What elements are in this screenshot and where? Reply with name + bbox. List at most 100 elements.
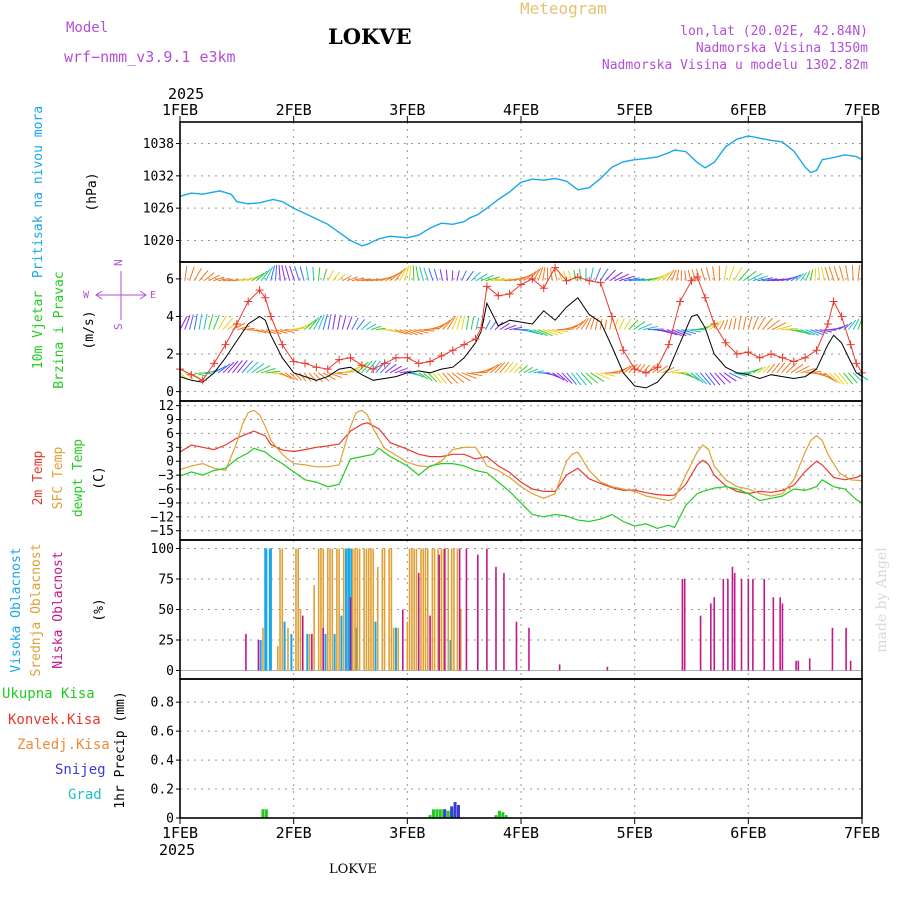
wind-y-tick-label: 4 xyxy=(166,310,174,325)
wind-direction-arrow xyxy=(289,372,299,381)
wind-direction-arrow xyxy=(838,265,845,281)
wind-direction-arrow xyxy=(685,372,700,382)
wind-gust-marker xyxy=(301,359,310,368)
x-tick-label-top: 1FEB xyxy=(162,101,198,119)
station-title: LOKVE xyxy=(328,24,412,49)
wind-direction-arrow xyxy=(647,328,664,331)
wind-gust-marker xyxy=(630,365,639,374)
wind-direction-arrow xyxy=(184,315,191,330)
dewpoint-line xyxy=(179,447,863,530)
precip-y-tick-label: 0 xyxy=(166,812,174,827)
wind-direction-arrow xyxy=(419,266,424,281)
wind-direction-arrow xyxy=(571,320,584,331)
wind-direction-arrow xyxy=(189,314,194,330)
wind-direction-arrow xyxy=(618,318,625,330)
x-tick-label-top: 7FEB xyxy=(844,101,880,119)
wind-direction-arrow xyxy=(838,372,849,385)
wind-direction-arrow xyxy=(580,317,590,330)
wind-direction-arrow xyxy=(451,315,459,330)
wind-direction-arrow xyxy=(814,268,817,281)
wind-direction-arrow xyxy=(766,319,780,331)
wind-direction-arrow xyxy=(446,316,456,330)
wind-direction-arrow xyxy=(666,369,681,374)
wind-direction-arrow xyxy=(318,372,330,382)
precip-bar xyxy=(446,810,450,818)
wind-direction-arrow xyxy=(547,329,564,335)
wind-direction-arrow xyxy=(489,362,503,374)
wind-direction-arrow xyxy=(733,317,737,330)
wind-direction-arrow xyxy=(704,372,716,386)
wind-direction-arrow xyxy=(523,329,539,335)
wind-direction-arrow xyxy=(628,319,639,330)
wind-gust-marker xyxy=(701,293,710,302)
wind-direction-arrow xyxy=(275,329,288,334)
wind-gust-marker xyxy=(335,355,344,364)
wind-gust-marker xyxy=(323,365,332,374)
wind-direction-arrow xyxy=(805,329,819,336)
wind-direction-arrow xyxy=(356,361,369,374)
wind-direction-arrow xyxy=(662,329,678,336)
wind-direction-arrow xyxy=(217,363,231,374)
wind-direction-arrow xyxy=(499,361,510,374)
wind-direction-arrow xyxy=(428,268,434,281)
wind-direction-arrow xyxy=(757,316,766,330)
wind-gust-marker xyxy=(642,368,651,377)
wind-direction-arrow xyxy=(384,363,397,374)
clouds-y-tick-label: 0 xyxy=(166,664,174,679)
pressure-y-tick-label: 1020 xyxy=(143,234,174,249)
wind-direction-arrow xyxy=(251,363,265,374)
wind-direction-arrow xyxy=(819,329,833,333)
wind-direction-arrow xyxy=(709,372,721,386)
wind-direction-arrow xyxy=(723,319,729,330)
wind-direction-arrow xyxy=(399,266,408,282)
wind-direction-arrow xyxy=(809,329,824,336)
wind-direction-arrow xyxy=(342,275,352,282)
wind-direction-arrow xyxy=(695,268,701,281)
wind-gust-marker xyxy=(619,346,628,355)
wind-direction-arrow xyxy=(212,314,220,330)
wind-direction-arrow xyxy=(465,316,470,330)
wind-direction-arrow xyxy=(312,267,315,281)
pressure-axis-title: Pritisak na nivou mora xyxy=(31,106,46,278)
credit-watermark: made by Angel xyxy=(874,547,890,653)
wind-direction-arrow xyxy=(298,372,307,382)
wind-direction-arrow xyxy=(800,272,808,282)
wind-direction-arrow xyxy=(361,321,371,330)
station-coords: lon,lat (20.02E, 42.84N) xyxy=(680,24,868,39)
mid-cloud-axis-title: Srednja Oblacnost xyxy=(29,543,44,676)
wind-direction-arrow xyxy=(847,319,857,330)
wind-gust-marker xyxy=(221,340,230,349)
wind-direction-arrow xyxy=(341,315,347,330)
wind-direction-arrow xyxy=(533,370,545,374)
wind-direction-arrow xyxy=(437,319,451,331)
wind-gust-marker xyxy=(710,319,719,328)
wind-direction-arrow xyxy=(528,368,539,374)
wind-direction-arrow xyxy=(365,360,377,374)
wind-direction-arrow xyxy=(757,277,773,282)
wind-direction-arrow xyxy=(714,372,726,385)
wind-gust-marker xyxy=(846,340,855,349)
wind-direction-arrow xyxy=(687,269,692,281)
wind-direction-arrow xyxy=(494,361,506,374)
compass-north-label: N xyxy=(112,259,125,266)
wind-gust-marker xyxy=(255,286,264,295)
wind-direction-arrow xyxy=(628,278,645,282)
precip-bar xyxy=(456,804,460,818)
wind-direction-arrow xyxy=(676,269,680,281)
pressure-y-tick-label: 1032 xyxy=(143,169,174,184)
wind-direction-arrow xyxy=(762,364,771,374)
x-tick-label-top: 6FEB xyxy=(730,101,766,119)
precip-bar xyxy=(428,815,432,818)
wind-gust-marker xyxy=(676,297,685,306)
wind-direction-arrow xyxy=(251,272,264,282)
wind-direction-arrow xyxy=(790,363,804,374)
wind-direction-arrow xyxy=(385,272,400,282)
wind-gust-marker xyxy=(539,284,548,293)
wind-gust-marker xyxy=(505,289,514,298)
wind-direction-arrow xyxy=(523,366,533,374)
wind-direction-arrow xyxy=(684,270,687,281)
wind-direction-arrow xyxy=(699,372,712,386)
wind-y-tick-label: 0 xyxy=(166,385,174,400)
wind-direction-arrow xyxy=(833,325,844,331)
clouds-y-tick-label: 75 xyxy=(158,573,174,588)
